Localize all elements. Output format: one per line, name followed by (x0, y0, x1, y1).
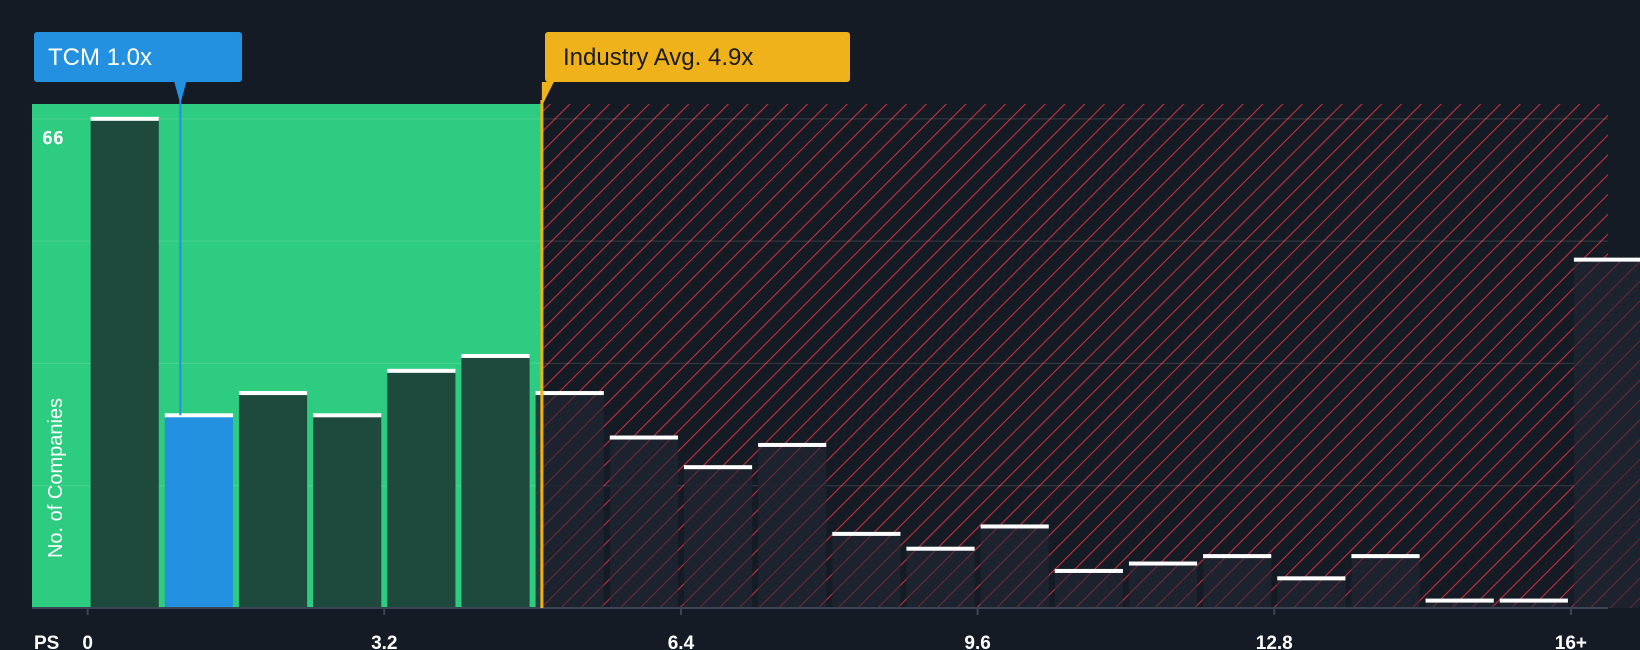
x-tick-label: 6.4 (668, 633, 695, 650)
bar-top (1203, 554, 1272, 559)
x-tick-label: 9.6 (964, 633, 990, 650)
x-tick-label: 12.8 (1256, 633, 1293, 650)
x-tick-label: 3.2 (371, 633, 397, 650)
bar-hatch (758, 444, 827, 608)
y-axis-label: No. of Companies (45, 398, 67, 558)
bar-hatch (980, 526, 1049, 608)
bar-hatch (609, 437, 678, 608)
bar-hatch (1054, 570, 1123, 608)
bar (313, 415, 382, 608)
bar-top (164, 413, 233, 418)
bar-hatch (683, 467, 753, 608)
x-tick-label: 0 (82, 633, 93, 650)
bar-top (1573, 257, 1640, 262)
bar-top (1499, 598, 1568, 603)
bar-top (980, 524, 1049, 529)
bar-top (1425, 598, 1494, 603)
bar-hatch (1351, 556, 1420, 608)
bar (164, 415, 233, 608)
bar (238, 393, 308, 608)
industry-avg-callout-box (545, 32, 850, 82)
bar (90, 118, 159, 608)
bar-top (238, 391, 308, 396)
company-callout-label: TCM 1.0x (48, 44, 152, 71)
bar-top (535, 391, 604, 396)
bar-top (758, 442, 827, 447)
bar-hatch (1128, 563, 1198, 608)
industry-avg-callout-pointer (541, 82, 554, 106)
bar-hatch (1277, 578, 1346, 608)
bar-top (1054, 568, 1123, 573)
company-callout: TCM 1.0x (34, 32, 242, 104)
bar-hatch (1573, 259, 1640, 608)
bar (387, 370, 456, 608)
bar-top (609, 435, 678, 440)
bar-top (1277, 576, 1346, 581)
bar-hatch (906, 548, 975, 608)
industry-avg-callout: Industry Avg. 4.9x (541, 32, 850, 106)
bar-top (90, 116, 159, 121)
x-axis-label: PS (34, 633, 59, 650)
company-callout-pointer (174, 82, 187, 104)
industry-avg-callout-label: Industry Avg. 4.9x (563, 44, 753, 71)
y-tick-label: 66 (42, 128, 64, 149)
bar-hatch (1425, 600, 1494, 608)
bars (90, 116, 1640, 608)
bar-hatch (535, 393, 604, 608)
bar-top (461, 354, 530, 358)
bar-top (906, 546, 975, 551)
x-ticks: 0 3.2 6.4 9.6 12.8 16+ (82, 608, 1587, 650)
x-tick-label: 16+ (1555, 633, 1587, 650)
bar (461, 356, 530, 608)
bar-top (313, 413, 382, 418)
bar-hatch (1203, 556, 1272, 608)
company-callout-box (34, 32, 242, 82)
bar-top (832, 531, 901, 536)
bar-hatch (832, 533, 901, 608)
bar-top (1351, 554, 1420, 559)
bar-top (683, 465, 753, 470)
bar-top (387, 368, 456, 373)
bar-top (1128, 561, 1198, 566)
bar-hatch (1499, 600, 1568, 608)
